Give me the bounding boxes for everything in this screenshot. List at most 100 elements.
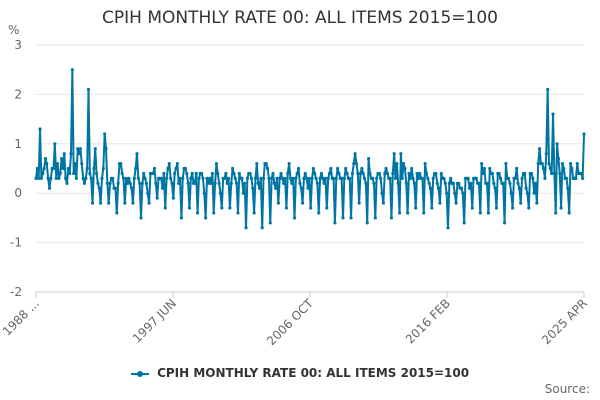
data-point — [532, 191, 536, 195]
data-point — [504, 161, 508, 166]
data-point — [100, 176, 104, 180]
data-point — [90, 201, 95, 205]
data-point — [236, 211, 240, 215]
data-point — [353, 152, 357, 156]
data-point — [310, 176, 314, 180]
data-point — [139, 216, 143, 220]
data-point — [582, 132, 586, 136]
data-point — [524, 186, 528, 190]
data-point — [453, 191, 457, 195]
data-point — [69, 152, 73, 156]
data-point — [248, 171, 252, 176]
data-point — [218, 191, 223, 195]
data-point — [92, 166, 96, 171]
data-point — [556, 157, 561, 161]
data-point — [329, 166, 333, 171]
data-point — [537, 147, 542, 151]
data-point — [438, 201, 442, 205]
data-point — [171, 196, 175, 200]
data-point — [34, 176, 38, 180]
data-point — [76, 147, 80, 151]
data-point — [566, 186, 570, 190]
data-point — [65, 181, 69, 185]
data-point — [536, 161, 540, 166]
data-point — [388, 176, 392, 180]
data-point — [462, 221, 466, 225]
data-point — [318, 176, 322, 180]
data-point — [570, 166, 574, 171]
data-point — [531, 176, 535, 180]
data-point — [542, 166, 546, 171]
y-tick-label: 1 — [14, 137, 22, 151]
data-point — [313, 171, 317, 176]
data-point — [177, 181, 181, 185]
data-point — [80, 161, 84, 166]
data-point — [286, 171, 290, 176]
data-point — [535, 201, 539, 205]
data-point — [422, 211, 426, 215]
data-point — [315, 181, 320, 185]
data-point — [260, 226, 264, 230]
data-point — [251, 186, 255, 190]
data-point — [540, 161, 544, 166]
data-point — [290, 181, 294, 185]
data-point — [562, 166, 566, 171]
data-point — [389, 216, 394, 220]
data-point — [51, 166, 56, 171]
data-point — [47, 186, 52, 190]
data-point — [399, 152, 403, 156]
data-point — [555, 142, 559, 146]
data-point — [143, 176, 147, 180]
data-point — [428, 186, 433, 190]
data-point — [350, 171, 355, 176]
data-point — [64, 176, 68, 180]
data-point — [461, 191, 465, 195]
data-point — [327, 171, 332, 176]
data-point — [275, 176, 279, 180]
data-point — [548, 166, 552, 171]
data-point — [166, 166, 170, 171]
data-point — [396, 181, 400, 185]
data-point — [509, 191, 513, 195]
data-point — [395, 161, 399, 166]
legend[interactable]: CPIH MONTHLY RATE 00: ALL ITEMS 2015=100 — [0, 366, 600, 380]
data-point — [559, 206, 563, 210]
data-point — [201, 176, 205, 180]
data-point — [333, 221, 337, 225]
y-tick-label: 0 — [14, 186, 22, 200]
data-point — [120, 171, 124, 176]
data-point — [525, 191, 530, 195]
data-point — [257, 186, 262, 190]
data-point — [194, 171, 198, 176]
data-point — [348, 176, 352, 180]
data-point — [323, 176, 328, 180]
data-point — [383, 171, 387, 176]
y-axis: -2 -1 0 1 2 3 — [10, 38, 22, 299]
data-point — [200, 171, 204, 176]
data-point — [37, 176, 41, 180]
data-point — [365, 221, 369, 225]
data-point — [111, 176, 115, 180]
data-point — [579, 171, 583, 176]
data-point — [185, 171, 189, 176]
data-point — [360, 166, 364, 171]
data-point — [134, 166, 138, 171]
data-point — [457, 181, 461, 185]
data-point — [442, 176, 446, 180]
data-point — [581, 176, 585, 180]
data-point — [287, 161, 291, 166]
data-point — [466, 176, 470, 180]
data-point — [543, 176, 547, 180]
data-point — [136, 176, 140, 180]
data-point — [270, 176, 274, 180]
data-point — [175, 161, 179, 166]
data-point — [108, 181, 112, 185]
data-point — [159, 176, 163, 180]
data-point — [393, 176, 398, 180]
data-point — [493, 186, 497, 190]
data-point — [426, 176, 430, 180]
data-point — [259, 176, 263, 180]
data-point — [451, 181, 455, 185]
data-point — [220, 206, 224, 210]
data-point — [334, 176, 338, 180]
